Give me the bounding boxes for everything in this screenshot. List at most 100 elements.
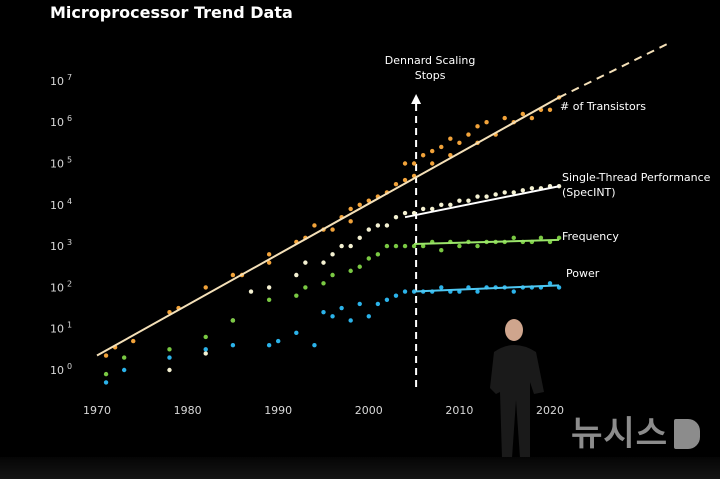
data-point <box>348 268 353 274</box>
data-point <box>402 210 408 216</box>
data-point <box>430 206 435 212</box>
data-point <box>357 301 362 307</box>
y-tick-label: 10 0 <box>50 362 72 377</box>
data-point <box>303 285 308 290</box>
data-point <box>131 338 136 344</box>
data-point <box>520 111 526 117</box>
data-point <box>457 198 462 203</box>
data-point <box>439 285 444 290</box>
trend-line-projection <box>558 42 669 99</box>
x-tick-label: 2010 <box>445 404 473 417</box>
data-point <box>393 243 399 249</box>
series-label: Single-Thread Performance <box>562 171 711 184</box>
y-tick-label: 10 7 <box>50 73 72 88</box>
dennard-annotation-text: Dennard Scaling <box>385 54 476 67</box>
watermark-text: 뉴시스 <box>571 414 668 454</box>
data-point <box>294 272 299 278</box>
trend-line <box>414 284 560 293</box>
data-point <box>511 190 516 195</box>
data-point <box>330 227 335 232</box>
data-point <box>475 194 480 199</box>
data-point <box>366 227 371 232</box>
data-point <box>103 371 109 377</box>
data-point <box>348 206 353 212</box>
data-point <box>466 198 471 203</box>
data-point <box>547 281 553 286</box>
data-point <box>439 144 444 150</box>
data-point <box>420 206 426 212</box>
x-tick-label: 1980 <box>174 404 202 417</box>
data-point <box>457 243 462 249</box>
data-point <box>366 256 371 261</box>
data-point <box>411 161 417 166</box>
data-point <box>430 148 435 154</box>
y-tick-label: 10 1 <box>50 321 72 336</box>
data-point <box>203 351 208 356</box>
series-label: # of Transistors <box>560 100 646 113</box>
data-point <box>339 243 344 249</box>
series-label: Power <box>566 267 600 280</box>
data-point <box>121 355 127 360</box>
data-point <box>330 252 335 257</box>
data-point <box>312 223 317 228</box>
data-point <box>375 223 381 228</box>
data-point <box>393 181 399 187</box>
data-point <box>384 297 390 302</box>
data-point <box>475 243 480 249</box>
data-point <box>167 347 172 352</box>
data-point <box>402 243 408 249</box>
data-point <box>266 297 272 302</box>
data-point <box>375 301 381 307</box>
y-tick-label: 10 2 <box>50 279 72 294</box>
data-point <box>484 194 489 199</box>
data-point <box>420 153 426 158</box>
dennard-annotation-text: Stops <box>415 69 446 82</box>
data-point <box>121 367 127 373</box>
data-point <box>339 305 344 311</box>
data-point <box>294 293 299 298</box>
data-point <box>167 309 172 315</box>
y-tick-label: 10 5 <box>50 156 72 171</box>
data-point <box>511 289 516 294</box>
data-point <box>203 347 208 352</box>
data-point <box>475 124 480 129</box>
data-point <box>167 367 172 373</box>
data-point <box>357 235 362 241</box>
trend-line <box>96 96 560 357</box>
chart-title: Microprocessor Trend Data <box>50 3 293 22</box>
y-tick-label: 10 6 <box>50 114 72 129</box>
data-point <box>430 161 435 166</box>
data-point <box>312 343 317 348</box>
data-point <box>393 214 399 220</box>
data-point <box>348 318 353 323</box>
x-tick-label: 1970 <box>83 404 111 417</box>
data-point <box>203 334 208 340</box>
data-point <box>439 202 444 207</box>
data-point <box>203 285 208 290</box>
data-point <box>248 289 254 294</box>
x-tick-label: 1990 <box>264 404 292 417</box>
y-tick-label: 10 3 <box>50 238 72 253</box>
data-point <box>420 243 426 249</box>
data-point <box>230 318 236 323</box>
watermark: 뉴시스 <box>571 406 700 455</box>
watermark-logo-mark <box>674 419 700 449</box>
data-point <box>266 260 272 265</box>
data-point <box>439 248 444 253</box>
trend-line <box>414 238 560 246</box>
data-point <box>266 252 272 257</box>
data-point <box>375 252 381 257</box>
data-point <box>294 330 299 336</box>
dennard-arrow-head <box>411 94 422 104</box>
data-point <box>529 115 535 121</box>
data-point <box>502 190 507 195</box>
series-label: (SpecINT) <box>562 186 616 199</box>
presenter-body <box>490 345 544 458</box>
data-point <box>321 260 326 265</box>
series-label: Frequency <box>562 230 619 243</box>
x-tick-label: 2000 <box>355 404 383 417</box>
data-point <box>357 264 362 269</box>
data-point <box>103 353 109 358</box>
data-point <box>266 285 272 290</box>
